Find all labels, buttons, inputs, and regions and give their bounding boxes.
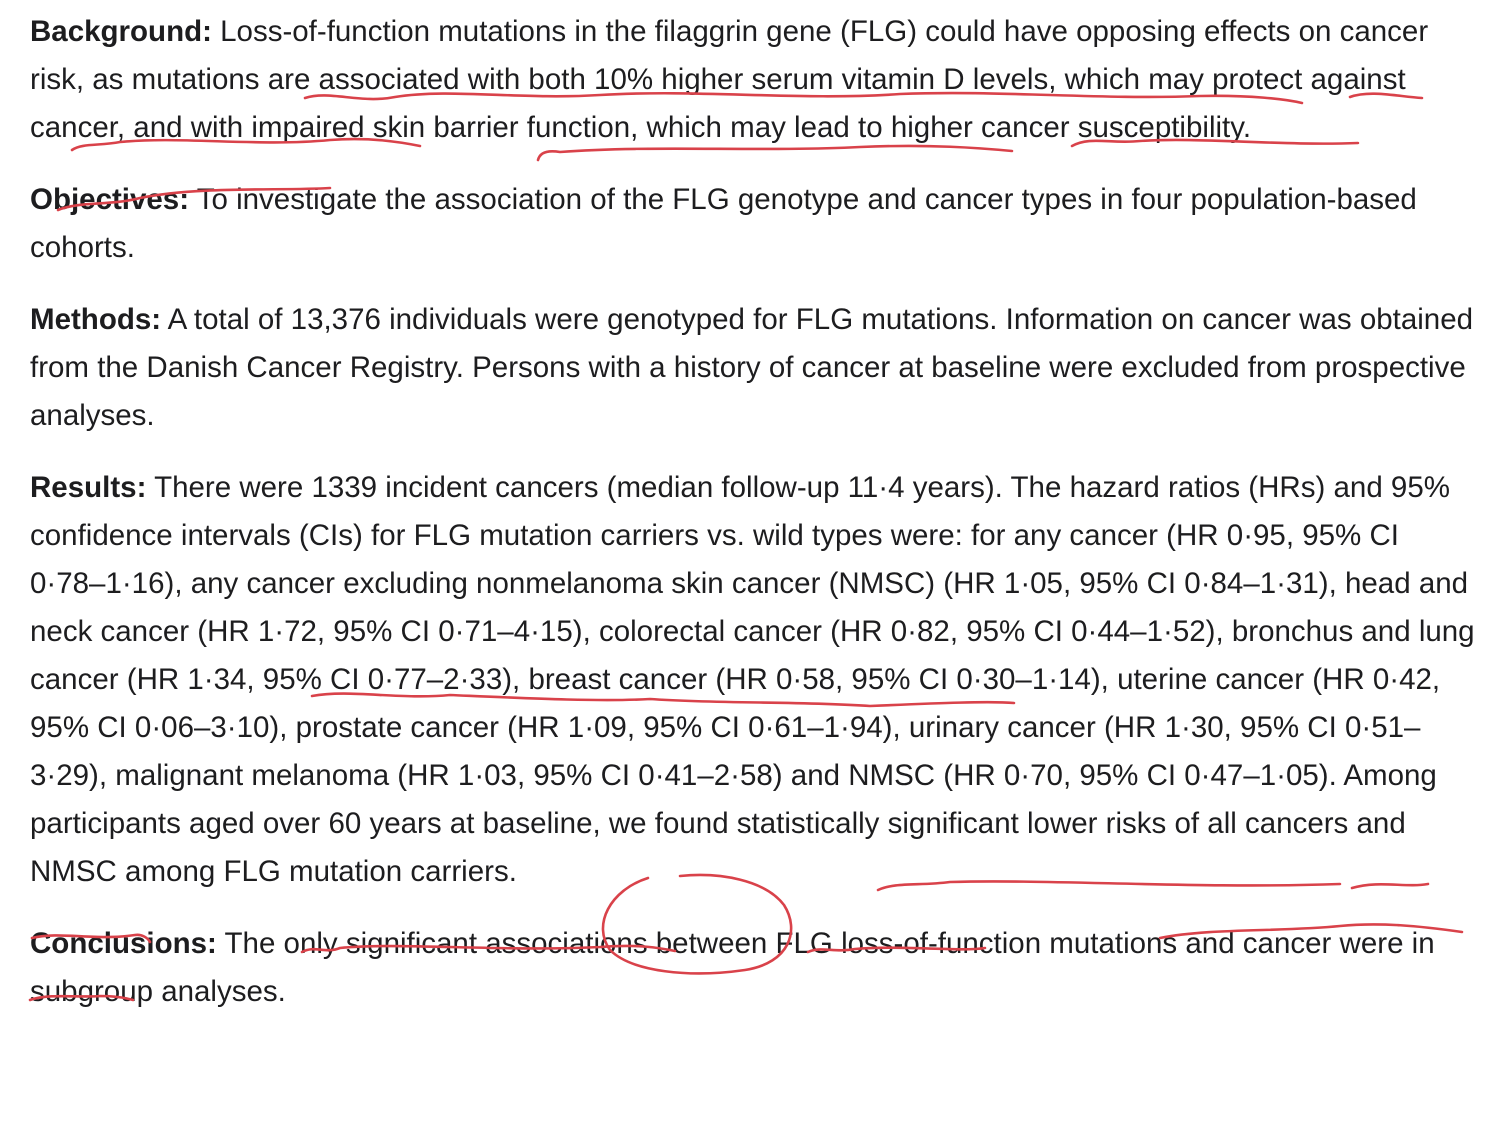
results-label: Results: <box>30 471 147 504</box>
abstract: Background: Loss-of-function mutations i… <box>30 8 1480 1040</box>
background-text: Loss-of-function mutations in the filagg… <box>30 15 1429 144</box>
methods-label: Methods: <box>30 303 162 336</box>
objectives-text: To investigate the association of the FL… <box>30 183 1417 264</box>
background-label: Background: <box>30 15 212 48</box>
conclusions-text: The only significant associations betwee… <box>30 927 1435 1008</box>
background-section: Background: Loss-of-function mutations i… <box>30 8 1480 152</box>
results-section: Results: There were 1339 incident cancer… <box>30 464 1480 896</box>
conclusions-section: Conclusions: The only significant associ… <box>30 920 1480 1016</box>
methods-section: Methods: A total of 13,376 individuals w… <box>30 296 1480 440</box>
objectives-label: Objectives: <box>30 183 190 216</box>
methods-text: A total of 13,376 individuals were genot… <box>30 303 1474 432</box>
objectives-section: Objectives: To investigate the associati… <box>30 176 1480 272</box>
conclusions-label: Conclusions: <box>30 927 217 960</box>
results-text: There were 1339 incident cancers (median… <box>30 471 1475 888</box>
